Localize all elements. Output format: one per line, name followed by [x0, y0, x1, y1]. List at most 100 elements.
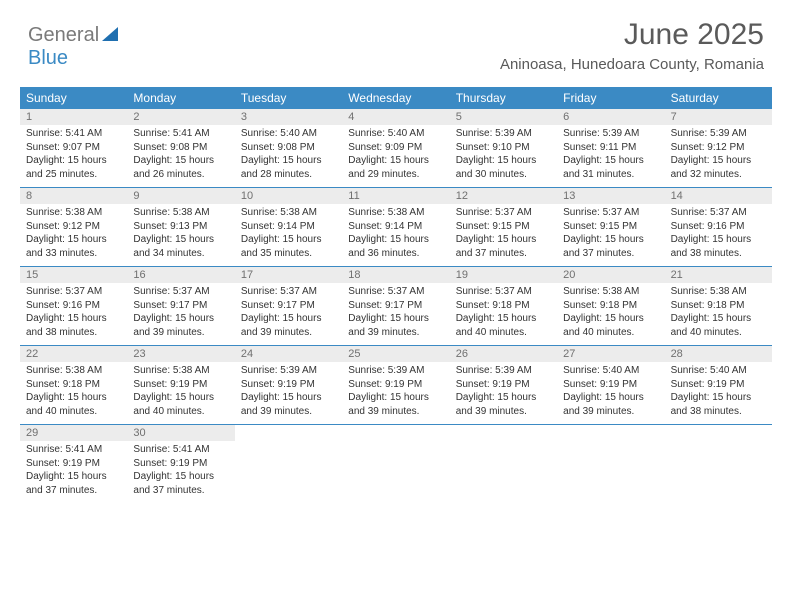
sunrise-line: Sunrise: 5:38 AM	[563, 285, 658, 299]
sunrise-line: Sunrise: 5:38 AM	[26, 206, 121, 220]
sunrise-line: Sunrise: 5:41 AM	[26, 127, 121, 141]
sunrise-line: Sunrise: 5:37 AM	[563, 206, 658, 220]
sunset-line: Sunset: 9:19 PM	[563, 378, 658, 392]
sunrise-line: Sunrise: 5:38 AM	[133, 206, 228, 220]
day-number: 24	[235, 346, 342, 362]
day-info: Sunrise: 5:39 AMSunset: 9:19 PMDaylight:…	[342, 364, 449, 418]
sunrise-line: Sunrise: 5:37 AM	[348, 285, 443, 299]
week-row: 8Sunrise: 5:38 AMSunset: 9:12 PMDaylight…	[20, 188, 772, 267]
day-number: 6	[557, 109, 664, 125]
sunset-line: Sunset: 9:08 PM	[241, 141, 336, 155]
day-number: 16	[127, 267, 234, 283]
sunset-line: Sunset: 9:18 PM	[456, 299, 551, 313]
sunset-line: Sunset: 9:09 PM	[348, 141, 443, 155]
day-number: 28	[665, 346, 772, 362]
day-cell: 24 Sunrise: 5:39 AMSunset: 9:19 PMDayligh…	[235, 346, 342, 424]
daylight-line: Daylight: 15 hours and 35 minutes.	[241, 233, 336, 260]
day-cell: 2Sunrise: 5:41 AMSunset: 9:08 PMDaylight…	[127, 109, 234, 187]
day-number: 1	[20, 109, 127, 125]
day-number: 12	[450, 188, 557, 204]
day-info: Sunrise: 5:39 AMSunset: 9:19 PMDaylight:…	[450, 364, 557, 418]
sunrise-line: Sunrise: 5:37 AM	[133, 285, 228, 299]
sunrise-line: Sunrise: 5:37 AM	[26, 285, 121, 299]
daylight-line: Daylight: 15 hours and 32 minutes.	[671, 154, 766, 181]
sunset-line: Sunset: 9:19 PM	[133, 378, 228, 392]
sunset-line: Sunset: 9:08 PM	[133, 141, 228, 155]
sunrise-line: Sunrise: 5:41 AM	[133, 443, 228, 457]
sunset-line: Sunset: 9:19 PM	[348, 378, 443, 392]
sunset-line: Sunset: 9:13 PM	[133, 220, 228, 234]
day-info: Sunrise: 5:40 AMSunset: 9:19 PMDaylight:…	[557, 364, 664, 418]
week-row: 22Sunrise: 5:38 AMSunset: 9:18 PMDayligh…	[20, 346, 772, 425]
sunset-line: Sunset: 9:15 PM	[456, 220, 551, 234]
daylight-line: Daylight: 15 hours and 37 minutes.	[563, 233, 658, 260]
day-cell: 30 Sunrise: 5:41 AMSunset: 9:19 PMDayligh…	[127, 425, 234, 503]
sunset-line: Sunset: 9:19 PM	[26, 457, 121, 471]
sunrise-line: Sunrise: 5:39 AM	[456, 364, 551, 378]
daylight-line: Daylight: 15 hours and 39 minutes.	[241, 312, 336, 339]
daylight-line: Daylight: 15 hours and 40 minutes.	[671, 312, 766, 339]
day-header-sunday: Sunday	[20, 87, 127, 109]
daylight-line: Daylight: 15 hours and 38 minutes.	[671, 233, 766, 260]
sunrise-line: Sunrise: 5:40 AM	[241, 127, 336, 141]
location: Aninoasa, Hunedoara County, Romania	[500, 56, 764, 73]
day-number: 22	[20, 346, 127, 362]
day-info: Sunrise: 5:37 AMSunset: 9:16 PMDaylight:…	[665, 206, 772, 260]
daylight-line: Daylight: 15 hours and 38 minutes.	[671, 391, 766, 418]
logo: General Blue	[28, 24, 118, 70]
day-cell: 23 Sunrise: 5:38 AMSunset: 9:19 PMDayligh…	[127, 346, 234, 424]
daylight-line: Daylight: 15 hours and 37 minutes.	[456, 233, 551, 260]
day-number: 18	[342, 267, 449, 283]
day-number: 11	[342, 188, 449, 204]
day-info: Sunrise: 5:41 AMSunset: 9:19 PMDaylight:…	[127, 443, 234, 497]
day-number: 2	[127, 109, 234, 125]
day-number: 27	[557, 346, 664, 362]
day-cell-empty	[557, 425, 664, 503]
day-info: Sunrise: 5:38 AMSunset: 9:19 PMDaylight:…	[127, 364, 234, 418]
day-cell: 29Sunrise: 5:41 AMSunset: 9:19 PMDayligh…	[20, 425, 127, 503]
sunrise-line: Sunrise: 5:39 AM	[563, 127, 658, 141]
sunset-line: Sunset: 9:19 PM	[241, 378, 336, 392]
sunrise-line: Sunrise: 5:37 AM	[456, 206, 551, 220]
day-header-friday: Friday	[557, 87, 664, 109]
daylight-line: Daylight: 15 hours and 25 minutes.	[26, 154, 121, 181]
day-info: Sunrise: 5:37 AMSunset: 9:15 PMDaylight:…	[557, 206, 664, 260]
sunset-line: Sunset: 9:17 PM	[133, 299, 228, 313]
day-number: 9	[127, 188, 234, 204]
daylight-line: Daylight: 15 hours and 39 minutes.	[133, 312, 228, 339]
sunset-line: Sunset: 9:18 PM	[671, 299, 766, 313]
title-block: June 2025 Aninoasa, Hunedoara County, Ro…	[500, 18, 764, 73]
daylight-line: Daylight: 15 hours and 39 minutes.	[348, 312, 443, 339]
day-info: Sunrise: 5:38 AMSunset: 9:13 PMDaylight:…	[127, 206, 234, 260]
day-number: 7	[665, 109, 772, 125]
logo-triangle-icon	[102, 27, 118, 41]
day-cell: 9 Sunrise: 5:38 AMSunset: 9:13 PMDaylight…	[127, 188, 234, 266]
day-cell: 4Sunrise: 5:40 AMSunset: 9:09 PMDaylight…	[342, 109, 449, 187]
day-header-saturday: Saturday	[665, 87, 772, 109]
sunset-line: Sunset: 9:12 PM	[671, 141, 766, 155]
day-cell: 18Sunrise: 5:37 AMSunset: 9:17 PMDayligh…	[342, 267, 449, 345]
sunset-line: Sunset: 9:15 PM	[563, 220, 658, 234]
day-cell: 26Sunrise: 5:39 AMSunset: 9:19 PMDayligh…	[450, 346, 557, 424]
daylight-line: Daylight: 15 hours and 31 minutes.	[563, 154, 658, 181]
day-cell: 7 Sunrise: 5:39 AMSunset: 9:12 PMDaylight…	[665, 109, 772, 187]
day-header-thursday: Thursday	[450, 87, 557, 109]
day-info: Sunrise: 5:38 AMSunset: 9:18 PMDaylight:…	[665, 285, 772, 339]
day-number: 23	[127, 346, 234, 362]
day-info: Sunrise: 5:41 AMSunset: 9:19 PMDaylight:…	[20, 443, 127, 497]
daylight-line: Daylight: 15 hours and 37 minutes.	[133, 470, 228, 497]
sunrise-line: Sunrise: 5:38 AM	[348, 206, 443, 220]
sunset-line: Sunset: 9:07 PM	[26, 141, 121, 155]
daylight-line: Daylight: 15 hours and 30 minutes.	[456, 154, 551, 181]
sunrise-line: Sunrise: 5:40 AM	[348, 127, 443, 141]
daylight-line: Daylight: 15 hours and 28 minutes.	[241, 154, 336, 181]
daylight-line: Daylight: 15 hours and 39 minutes.	[348, 391, 443, 418]
sunrise-line: Sunrise: 5:39 AM	[671, 127, 766, 141]
daylight-line: Daylight: 15 hours and 40 minutes.	[26, 391, 121, 418]
day-info: Sunrise: 5:39 AMSunset: 9:19 PMDaylight:…	[235, 364, 342, 418]
day-number: 8	[20, 188, 127, 204]
day-cell: 5Sunrise: 5:39 AMSunset: 9:10 PMDaylight…	[450, 109, 557, 187]
day-cell: 8Sunrise: 5:38 AMSunset: 9:12 PMDaylight…	[20, 188, 127, 266]
day-number: 30	[127, 425, 234, 441]
sunrise-line: Sunrise: 5:41 AM	[26, 443, 121, 457]
